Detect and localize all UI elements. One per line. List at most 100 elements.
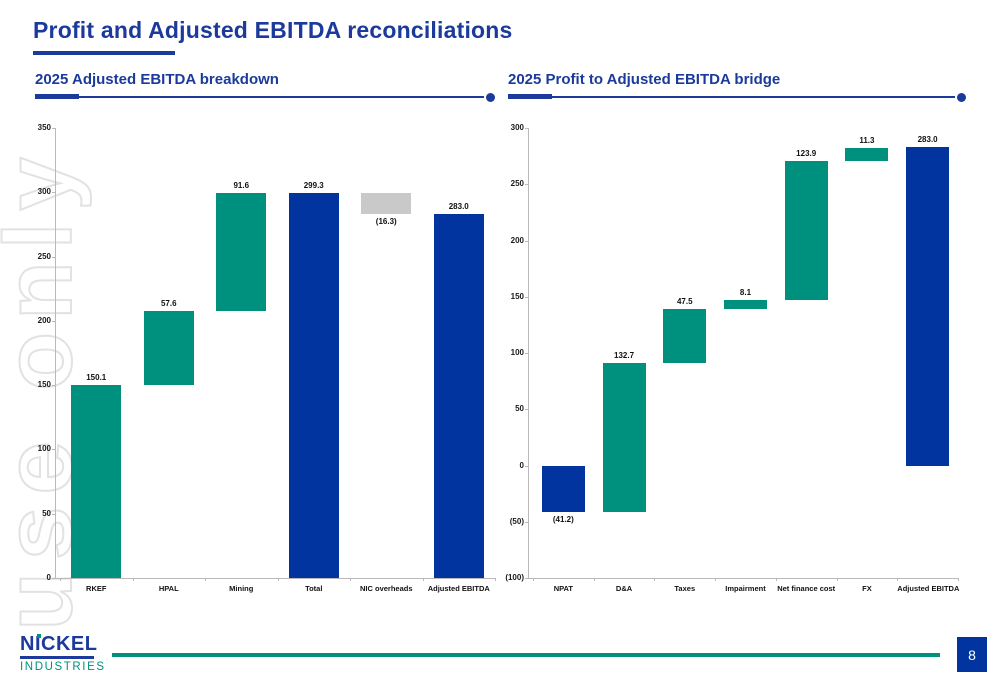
page-title: Profit and Adjusted EBITDA reconciliatio… — [33, 17, 513, 43]
section-header-profit-bridge: 2025 Profit to Adjusted EBITDA bridge — [508, 71, 966, 102]
y-tick-mark — [525, 465, 528, 467]
x-tick-mark — [60, 578, 61, 581]
x-tick-mark — [897, 578, 899, 581]
y-tick-label: 50 — [42, 508, 51, 518]
y-tick-label: 150 — [37, 380, 51, 390]
bar-value-label: 47.5 — [676, 297, 693, 307]
y-tick-mark — [52, 128, 55, 129]
y-tick-label: 200 — [37, 315, 51, 325]
title-underline — [33, 51, 175, 55]
waterfall-bar-impairment — [724, 300, 767, 310]
bar-value-label: 150.1 — [86, 373, 107, 382]
y-tick-mark — [525, 353, 528, 354]
bar-value-label: 283.0 — [917, 135, 938, 145]
bar-value-label: 299.3 — [303, 181, 324, 191]
x-tick-mark — [205, 578, 206, 581]
y-tick-label: 200 — [510, 235, 524, 245]
x-tick-mark — [132, 578, 134, 581]
logo-underline — [20, 656, 94, 659]
x-tick-mark — [350, 578, 351, 581]
nickel-industries-logo: NICKEL INDUSTRIES — [20, 633, 106, 673]
x-category-label: NIC overheads — [359, 584, 413, 593]
section-rule — [35, 92, 495, 102]
waterfall-bar-adjusted-ebitda — [906, 147, 950, 466]
x-category-label: Taxes — [674, 584, 696, 593]
rule-end-dot — [957, 92, 966, 102]
waterfall-bar-hpal — [143, 310, 194, 385]
y-tick-label: (50) — [509, 516, 524, 526]
waterfall-bar-net-finance-cost — [784, 160, 828, 300]
y-tick-label: 100 — [37, 444, 51, 454]
x-tick-mark — [277, 578, 279, 581]
x-tick-mark — [836, 578, 838, 581]
footer-divider-line — [112, 653, 940, 657]
x-tick-mark — [495, 578, 496, 581]
waterfall-bar-taxes — [663, 309, 707, 363]
y-tick-label: 250 — [37, 251, 51, 261]
x-axis — [55, 578, 495, 579]
y-tick-label: 100 — [510, 348, 524, 357]
bar-value-label: 132.7 — [614, 350, 635, 360]
x-axis — [528, 578, 958, 579]
logo-name-text: NICKEL — [20, 633, 98, 655]
x-tick-mark — [533, 578, 534, 581]
bar-value-label: (41.2) — [552, 514, 574, 524]
y-tick-mark — [525, 409, 528, 411]
waterfall-bar-total — [288, 193, 339, 578]
x-category-label: Adjusted EBITDA — [427, 584, 490, 593]
x-category-label: NPAT — [553, 584, 573, 593]
rule-line — [508, 96, 955, 98]
x-category-label: Mining — [229, 584, 254, 593]
bar-value-label: 91.6 — [233, 181, 250, 191]
x-tick-mark — [422, 578, 424, 581]
rule-end-dot — [486, 92, 495, 102]
bar-value-label: 11.3 — [859, 135, 875, 145]
waterfall-chart-ebitda-breakdown: 0 50 100 150 200 250 300 350 RKEF HPAL Mining Total… — [30, 118, 500, 608]
rule-accent — [508, 94, 552, 99]
y-tick-label: 300 — [37, 187, 51, 197]
x-tick-mark — [958, 578, 959, 581]
logo-i-dot — [37, 634, 41, 638]
x-category-label: Net finance cost — [777, 584, 836, 593]
y-axis — [528, 128, 529, 578]
waterfall-bar-mining — [216, 193, 267, 311]
y-tick-mark — [525, 296, 528, 298]
bar-value-label: 283.0 — [448, 202, 469, 212]
x-tick-mark — [654, 578, 656, 581]
x-category-label: Total — [305, 584, 323, 593]
y-tick-label: 300 — [510, 123, 524, 132]
x-category-label: FX — [862, 584, 872, 593]
y-tick-mark — [525, 521, 528, 523]
section-title: 2025 Adjusted EBITDA breakdown — [35, 71, 279, 88]
y-tick-label: 0 — [519, 460, 524, 470]
y-tick-mark — [525, 578, 528, 579]
logo-wordmark: NICKEL — [20, 633, 106, 655]
y-tick-label: (100) — [505, 573, 524, 582]
bar-value-label: (16.3) — [375, 217, 397, 227]
bar-value-label: 123.9 — [796, 148, 817, 158]
x-tick-mark — [593, 578, 595, 581]
y-tick-mark — [52, 256, 55, 258]
x-category-label: Impairment — [725, 584, 766, 593]
y-tick-mark — [525, 184, 528, 186]
y-tick-label: 150 — [510, 291, 524, 301]
y-tick-mark — [52, 192, 55, 194]
logo-subtext: INDUSTRIES — [20, 661, 106, 673]
waterfall-chart-profit-bridge: (100) (50) 0 50 100 150 200 250 300 NPAT D&A Taxes I… — [503, 118, 980, 608]
y-axis — [55, 128, 56, 578]
y-tick-mark — [52, 320, 55, 322]
rule-line — [35, 96, 484, 98]
section-header-ebitda-breakdown: 2025 Adjusted EBITDA breakdown — [35, 71, 495, 102]
page-number-badge: 8 — [957, 637, 987, 672]
waterfall-bar-rkef — [71, 385, 122, 578]
bar-value-label: 57.6 — [160, 298, 177, 308]
y-tick-mark — [52, 578, 55, 579]
waterfall-bar-npat — [541, 465, 585, 512]
y-tick-mark — [525, 128, 528, 129]
y-tick-mark — [52, 449, 55, 451]
section-rule — [508, 92, 966, 102]
waterfall-bar-nic-overheads — [361, 193, 412, 215]
y-tick-label: 50 — [515, 404, 524, 414]
x-tick-mark — [775, 578, 777, 581]
